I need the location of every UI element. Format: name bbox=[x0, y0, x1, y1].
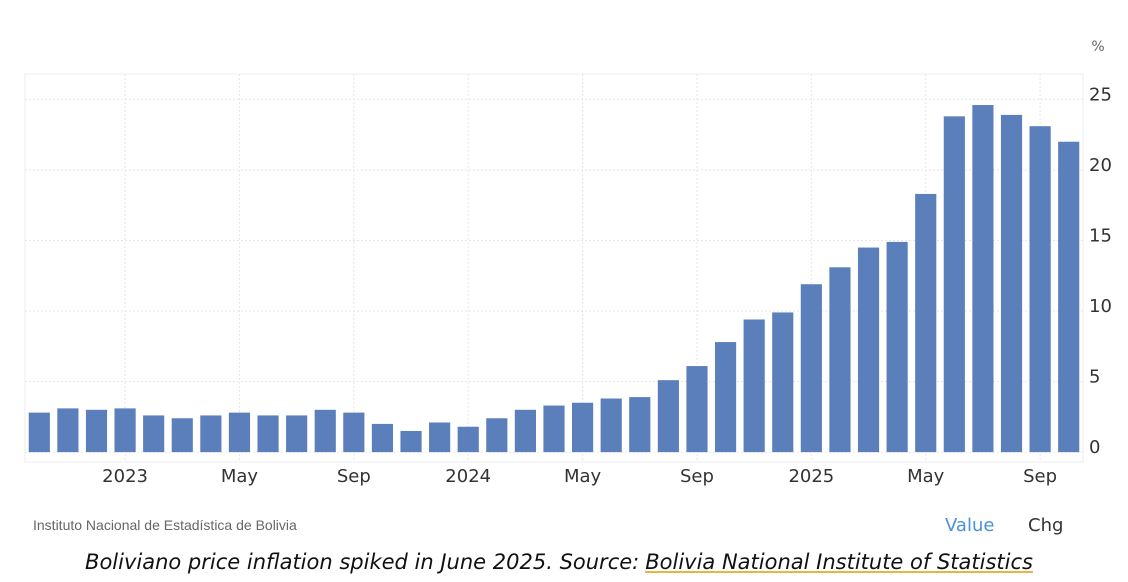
bar bbox=[600, 398, 622, 453]
y-tick-label: 25 bbox=[1089, 84, 1112, 105]
bar bbox=[486, 418, 508, 453]
caption: Boliviano price inflation spiked in June… bbox=[0, 550, 1118, 574]
x-tick-label: 2023 bbox=[102, 466, 148, 487]
bar bbox=[857, 247, 880, 453]
bar bbox=[514, 409, 536, 453]
bar bbox=[457, 426, 479, 453]
bar bbox=[286, 415, 308, 453]
bar bbox=[343, 412, 365, 453]
source: Instituto Nacional de Estadística de Bol… bbox=[33, 517, 297, 533]
bar bbox=[800, 284, 822, 453]
x-tick-label: Sep bbox=[337, 466, 371, 487]
bar bbox=[429, 422, 451, 453]
bar bbox=[57, 408, 79, 453]
bar bbox=[543, 405, 565, 453]
bar bbox=[371, 423, 394, 453]
bar bbox=[143, 415, 165, 453]
bar bbox=[886, 241, 908, 453]
y-tick-label: 5 bbox=[1089, 367, 1100, 388]
bar bbox=[629, 397, 651, 453]
bar bbox=[114, 408, 136, 453]
y-tick-label: 10 bbox=[1089, 296, 1112, 317]
bar bbox=[772, 312, 794, 453]
x-tick-label: Sep bbox=[680, 466, 714, 487]
x-tick-label: May bbox=[907, 466, 945, 487]
x-tick-label: Sep bbox=[1023, 466, 1057, 487]
bar bbox=[829, 267, 851, 453]
bar bbox=[572, 402, 594, 453]
bar bbox=[1029, 126, 1051, 453]
bar bbox=[85, 409, 108, 453]
bar bbox=[228, 412, 251, 453]
bar bbox=[1058, 141, 1080, 453]
unit-label: % bbox=[1091, 39, 1104, 55]
value-button[interactable]: Value bbox=[945, 515, 995, 536]
y-tick-label: 15 bbox=[1089, 225, 1112, 246]
y-tick-label: 0 bbox=[1089, 437, 1100, 458]
caption-link[interactable]: Bolivia National Institute of Statistics bbox=[645, 550, 1033, 574]
bar bbox=[1000, 114, 1023, 453]
bar bbox=[257, 415, 279, 453]
bar bbox=[171, 418, 193, 453]
plot-frame bbox=[24, 73, 1084, 463]
bar bbox=[400, 430, 422, 453]
bar bbox=[714, 342, 737, 453]
bar bbox=[314, 409, 336, 453]
chg-button[interactable]: Chg bbox=[1028, 515, 1064, 536]
bar bbox=[28, 412, 50, 453]
bar bbox=[743, 319, 765, 453]
caption-text: Boliviano price inflation spiked in June… bbox=[85, 550, 640, 574]
x-tick-label: May bbox=[564, 466, 602, 487]
bar bbox=[943, 116, 965, 453]
x-tick-label: May bbox=[221, 466, 259, 487]
bar bbox=[972, 105, 994, 453]
x-tick-label: 2024 bbox=[445, 466, 491, 487]
y-tick-label: 20 bbox=[1089, 155, 1112, 176]
bar bbox=[200, 415, 222, 453]
bar bbox=[915, 193, 937, 453]
bar bbox=[686, 366, 708, 453]
bar bbox=[657, 380, 679, 453]
x-tick-label: 2025 bbox=[788, 466, 834, 487]
